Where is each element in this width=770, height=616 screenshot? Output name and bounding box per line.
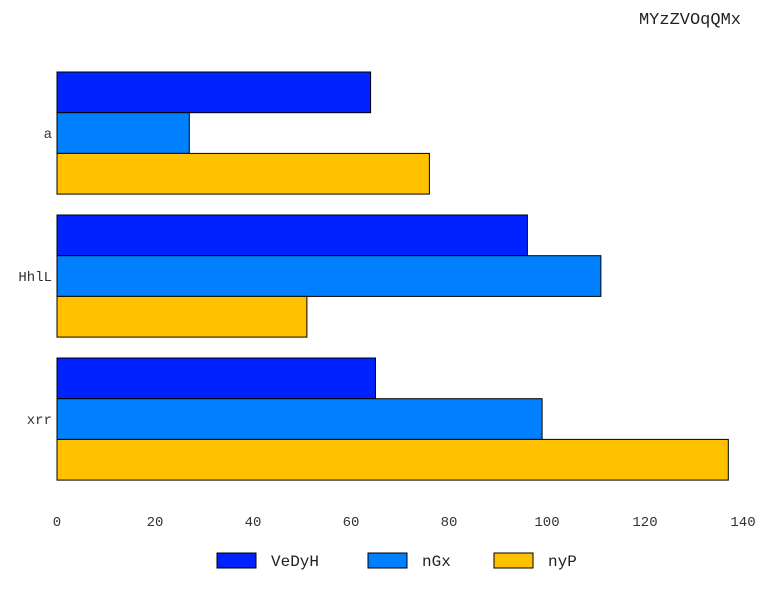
x-tick-label: 100 xyxy=(534,515,559,531)
x-axis-labels: 0 20 40 60 80 100 120 140 xyxy=(53,515,756,531)
legend-label-nGx: nGx xyxy=(422,553,451,571)
bar-VeDyH-HhlL xyxy=(56,214,528,257)
bar-nGx-a xyxy=(56,112,190,154)
bar-VeDyH-a xyxy=(56,71,372,114)
y-tick-label: xrr xyxy=(27,413,52,429)
x-tick-label: 60 xyxy=(343,515,360,531)
x-tick-label: 20 xyxy=(147,515,164,531)
bar-nGx-HhlL xyxy=(56,255,602,297)
bar-VeDyH-xrr xyxy=(56,357,376,400)
legend: VeDyH nGx nyP xyxy=(216,552,577,571)
x-tick-label: 120 xyxy=(632,515,657,531)
y-axis-labels: a HhlL xrr xyxy=(18,127,52,429)
x-tick-label: 80 xyxy=(441,515,458,531)
x-tick-label: 0 xyxy=(53,515,61,531)
legend-label-nyP: nyP xyxy=(548,553,577,571)
chart-title: MYzZVOqQMx xyxy=(639,11,741,30)
x-tick-label: 40 xyxy=(245,515,262,531)
bar-nyP-a xyxy=(56,152,430,195)
bar-nyP-xrr xyxy=(56,438,729,481)
y-tick-label: HhlL xyxy=(18,270,52,286)
bar-nyP-HhlL xyxy=(56,295,308,338)
bars-group xyxy=(56,71,729,481)
legend-label-VeDyH: VeDyH xyxy=(271,553,319,571)
legend-swatch-nyP xyxy=(493,552,534,569)
legend-swatch-nGx xyxy=(367,552,408,569)
y-tick-label: a xyxy=(44,127,52,143)
bar-nGx-xrr xyxy=(56,398,543,440)
x-tick-label: 140 xyxy=(730,515,755,531)
legend-swatch-VeDyH xyxy=(216,552,257,569)
